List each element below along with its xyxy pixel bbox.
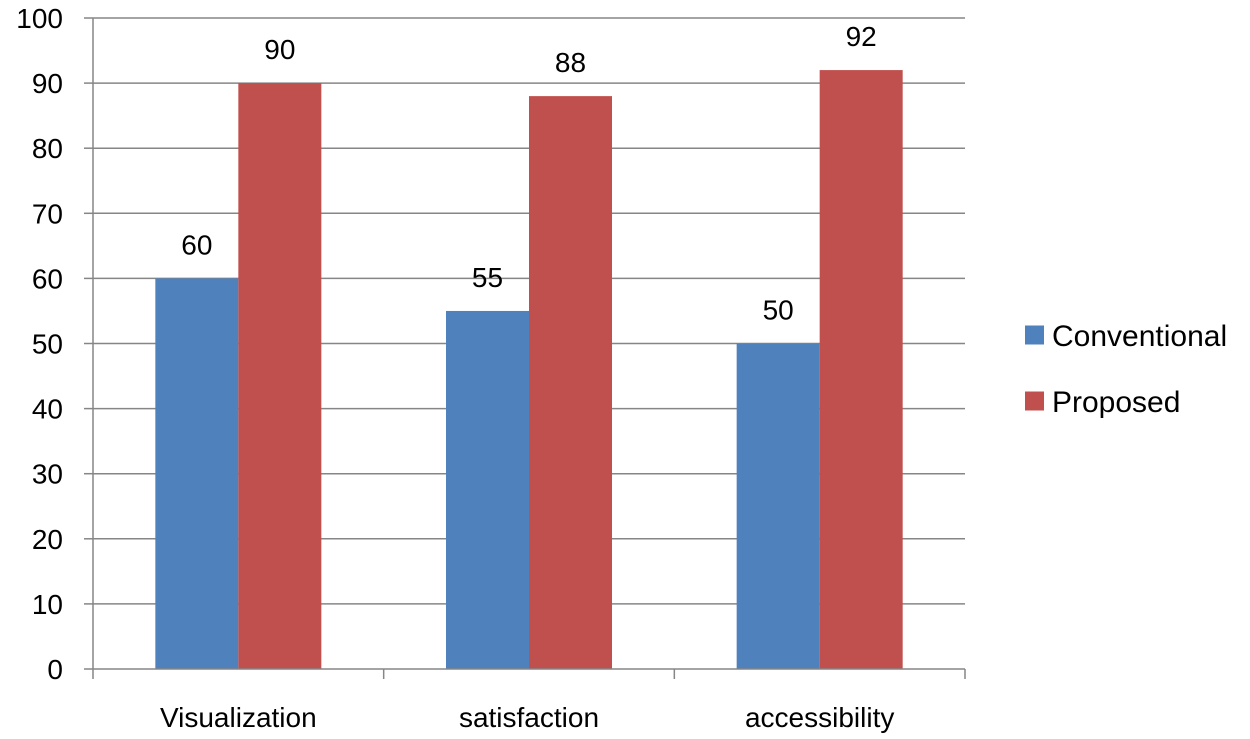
bar-conventional-visualization bbox=[155, 278, 239, 669]
x-tick-label: accessibility bbox=[745, 702, 894, 733]
x-tick-label: Visualization bbox=[160, 702, 317, 733]
legend-label-proposed: Proposed bbox=[1052, 386, 1180, 419]
data-label: 55 bbox=[472, 262, 503, 293]
y-tick-label: 80 bbox=[32, 133, 63, 164]
y-tick-label: 40 bbox=[32, 394, 63, 425]
labels: 60 90 55 88 50 92 bbox=[181, 21, 876, 325]
legend-swatch-conventional bbox=[1025, 325, 1044, 345]
data-label: 92 bbox=[846, 21, 877, 52]
legend-label-conventional: Conventional bbox=[1052, 320, 1227, 353]
y-tick-label: 0 bbox=[47, 654, 63, 685]
legend: Conventional Proposed bbox=[1025, 320, 1227, 419]
data-label: 50 bbox=[763, 295, 794, 326]
y-tick-label: 50 bbox=[32, 329, 63, 360]
y-tick-label: 100 bbox=[16, 3, 63, 34]
bar-proposed-satisfaction bbox=[529, 96, 612, 670]
data-label: 88 bbox=[555, 47, 586, 78]
y-tick-label: 90 bbox=[32, 68, 63, 99]
y-tick-label: 10 bbox=[32, 589, 63, 620]
data-label: 90 bbox=[264, 34, 295, 65]
bar-proposed-visualization bbox=[238, 83, 322, 670]
bar-conventional-accessibility bbox=[736, 343, 820, 669]
bars bbox=[155, 70, 903, 670]
y-tick-label: 60 bbox=[32, 263, 63, 294]
y-tick-label: 70 bbox=[32, 198, 63, 229]
x-tick-label: satisfaction bbox=[459, 702, 599, 733]
y-tick-label: 20 bbox=[32, 524, 63, 555]
axes: 0 10 20 30 40 50 60 70 80 90 100 Visualization satis… bbox=[16, 3, 966, 733]
bar-conventional-satisfaction bbox=[446, 310, 529, 669]
data-label: 60 bbox=[181, 229, 212, 260]
bar-proposed-accessibility bbox=[819, 70, 903, 669]
y-tick-label: 30 bbox=[32, 459, 63, 490]
legend-swatch-proposed bbox=[1025, 391, 1044, 411]
